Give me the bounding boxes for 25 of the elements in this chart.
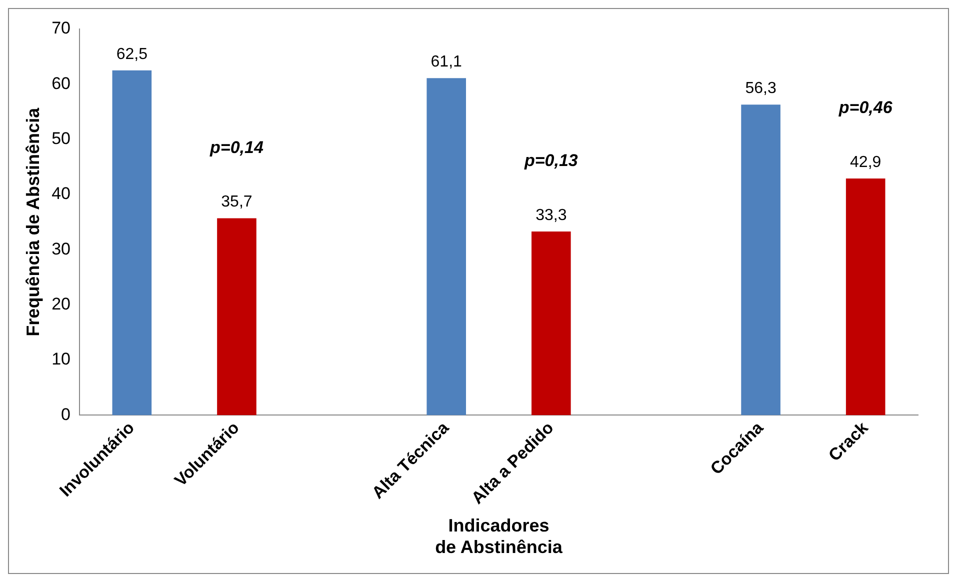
y-tick-label: 40 — [52, 184, 71, 204]
annotation: p=0,14 — [209, 138, 264, 157]
data-label: 42,9 — [850, 154, 882, 171]
annotation: p=0,13 — [523, 151, 578, 170]
bar — [846, 178, 886, 416]
data-label: 61,1 — [430, 54, 462, 71]
y-tick-label: 60 — [52, 74, 71, 93]
bar — [741, 104, 780, 416]
bar — [532, 231, 571, 416]
y-tick-label: 20 — [52, 294, 71, 314]
data-label: 56,3 — [745, 80, 776, 97]
y-tick-label: 70 — [52, 18, 71, 38]
y-tick-label: 0 — [61, 404, 71, 424]
y-tick-label: 50 — [52, 129, 71, 148]
y-axis-title: Frequência de Abstinência — [22, 106, 43, 336]
bar — [112, 70, 152, 416]
data-label: 33,3 — [536, 206, 567, 224]
x-axis-title: Indicadores de Abstinência — [435, 516, 564, 558]
data-label: 35,7 — [221, 194, 252, 211]
y-tick-label: 10 — [52, 350, 71, 369]
bar — [217, 218, 256, 416]
annotation: p=0,46 — [838, 98, 893, 118]
data-label: 62,5 — [116, 46, 148, 63]
y-tick-label: 30 — [52, 239, 71, 258]
bar — [426, 78, 466, 416]
